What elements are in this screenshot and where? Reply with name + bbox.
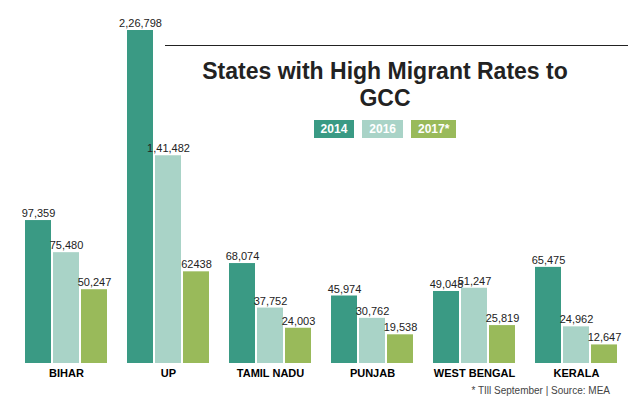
svg-text:62438: 62438 xyxy=(181,258,212,270)
svg-text:97,359: 97,359 xyxy=(22,207,56,219)
html-text:* TIll September | Source: MEA: * TIll September | Source: MEA xyxy=(471,385,610,396)
svg-text:12,647: 12,647 xyxy=(588,331,622,343)
svg-text:UP: UP xyxy=(161,367,176,379)
svg-text:68,074: 68,074 xyxy=(226,250,260,262)
svg-text:2,26,798: 2,26,798 xyxy=(119,17,162,29)
svg-text:19,538: 19,538 xyxy=(384,321,418,333)
html-text:2016: 2016 xyxy=(369,122,396,136)
svg-text:PUNJAB: PUNJAB xyxy=(350,367,395,379)
svg-text:49,048: 49,048 xyxy=(429,278,464,290)
svg-text:30,762: 30,762 xyxy=(356,305,390,317)
html-text:2017*: 2017* xyxy=(418,122,450,136)
svg-text:51,247: 51,247 xyxy=(458,275,492,287)
svg-text:50,247: 50,247 xyxy=(78,276,112,288)
svg-text:75,480: 75,480 xyxy=(50,239,84,251)
svg-text:24,962: 24,962 xyxy=(560,313,594,325)
svg-text:WEST BENGAL: WEST BENGAL xyxy=(434,367,516,379)
svg-text:45,974: 45,974 xyxy=(328,283,362,295)
svg-text:TAMIL NADU: TAMIL NADU xyxy=(237,367,304,379)
svg-text:25,819: 25,819 xyxy=(486,312,520,324)
html-text:2014: 2014 xyxy=(320,122,348,136)
svg-text:BIHAR: BIHAR xyxy=(49,367,84,379)
svg-text:37,752: 37,752 xyxy=(254,295,288,307)
svg-text:24,003: 24,003 xyxy=(282,315,316,327)
svg-text:65,475: 65,475 xyxy=(532,254,566,266)
svg-text:1,41,482: 1,41,482 xyxy=(147,142,190,154)
svg-text:KERALA: KERALA xyxy=(554,367,600,379)
html-text:States with High Migrant Rates: States with High Migrant Rates to GCC xyxy=(202,58,568,111)
